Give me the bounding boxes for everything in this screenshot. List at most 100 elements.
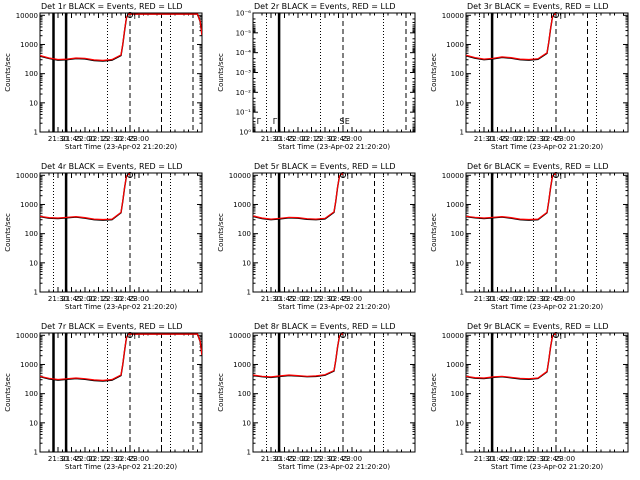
y-tick-label: 100: [451, 230, 464, 238]
y-tick-label: 100: [25, 70, 38, 78]
x-tick-label: 22:00: [75, 135, 95, 143]
x-tick-label: 22:15: [301, 455, 321, 463]
panel-det-3: Det 3r BLACK = Events, RED = LLD 1 10 100 10…: [430, 2, 629, 151]
x-tick-label: 22:45: [541, 135, 561, 143]
x-tick-label: 22:30: [315, 295, 335, 303]
flag-marker: [127, 172, 133, 178]
y-tick-label: 100: [451, 70, 464, 78]
x-tick-label: 22:15: [88, 295, 108, 303]
x-tick-label: 22:30: [315, 135, 335, 143]
x-tick-label: 22:45: [541, 295, 561, 303]
flag-label: Γ: [560, 172, 565, 181]
y-tick-label: 1000: [233, 361, 251, 369]
y-tick-label: 10000: [442, 12, 464, 20]
y-tick-label: 10⁰: [239, 129, 251, 137]
series-lld-line: [466, 173, 556, 221]
x-tick-label: 22:30: [102, 295, 122, 303]
x-axis-label: Start Time (23-Apr-02 21:20:20): [278, 463, 390, 471]
panel-title: Det 1r BLACK = Events, RED = LLD: [41, 2, 183, 11]
flag-label: Γ: [134, 12, 139, 21]
x-tick-label: 22:45: [328, 135, 348, 143]
y-axis-label: Counts/sec: [217, 53, 225, 92]
y-tick-label: 100: [25, 390, 38, 398]
series-lld-line: [40, 173, 130, 221]
x-tick-label: 21:30: [474, 455, 494, 463]
panel-title: Det 7r BLACK = Events, RED = LLD: [41, 322, 183, 331]
series-group: [40, 333, 202, 382]
x-axis-label: Start Time (23-Apr-02 21:20:20): [278, 143, 390, 151]
x-tick-label: 22:30: [102, 455, 122, 463]
x-tick-label: 21:45: [487, 295, 507, 303]
series-lld-line: [253, 333, 343, 378]
y-tick-label: 10000: [442, 332, 464, 340]
y-tick-label: 10000: [229, 332, 251, 340]
x-tick-label: 22:15: [301, 295, 321, 303]
x-tick-label: 22:15: [88, 135, 108, 143]
panel-title: Det 6r BLACK = Events, RED = LLD: [467, 162, 609, 171]
x-tick-label: 22:00: [501, 135, 521, 143]
panel-det-7: Det 7r BLACK = Events, RED = LLD 1 10 100 10…: [4, 322, 203, 471]
y-tick-label: 1: [34, 129, 38, 137]
y-tick-label: 10: [455, 99, 464, 107]
series-group: [253, 173, 343, 221]
x-tick-label: 22:00: [501, 295, 521, 303]
x-tick-label: 21:45: [61, 135, 81, 143]
x-tick-label: 22:30: [528, 295, 548, 303]
x-tick-label: 22:30: [102, 135, 122, 143]
panel-det-8: Det 8r BLACK = Events, RED = LLD 1 10 100 10…: [217, 322, 416, 471]
y-tick-label: 10000: [16, 172, 38, 180]
x-tick-label: 22:30: [528, 135, 548, 143]
flag-label: Γ: [347, 332, 352, 341]
y-tick-label: 10: [242, 419, 251, 427]
y-tick-label: 10⁻⁶: [236, 10, 252, 18]
plot-frame: [465, 12, 629, 133]
flag-label: Γ: [257, 117, 262, 126]
series-group: [253, 333, 343, 379]
flag-marker: [340, 332, 346, 338]
x-tick-label: 22:00: [288, 455, 308, 463]
flag-label: Γ: [273, 117, 278, 126]
y-tick-label: 1000: [446, 201, 464, 209]
x-tick-label: 23:00: [129, 295, 149, 303]
series-lld-line: [466, 333, 556, 380]
x-tick-label: 21:45: [61, 295, 81, 303]
series-group: [40, 173, 130, 221]
y-tick-label: 1: [34, 449, 38, 457]
plot-frame: [252, 332, 416, 453]
y-tick-label: 10⁻²: [236, 89, 252, 97]
y-tick-label: 100: [238, 390, 251, 398]
x-tick-label: 21:45: [274, 295, 294, 303]
x-tick-label: 22:45: [328, 455, 348, 463]
panel-det-2: Det 2r BLACK = Events, RED = LLD 10⁰ 10⁻¹ 1…: [217, 2, 416, 151]
panel-det-6: Det 6r BLACK = Events, RED = LLD 1 10 100 10…: [430, 162, 629, 311]
series-group: [466, 333, 556, 381]
plot-frame: [465, 332, 629, 453]
panel-title: Det 9r BLACK = Events, RED = LLD: [467, 322, 609, 331]
x-tick-label: 22:15: [88, 455, 108, 463]
x-tick-label: 22:45: [328, 295, 348, 303]
flag-label: Γ: [560, 12, 565, 21]
y-tick-label: 1: [34, 289, 38, 297]
y-tick-label: 10: [242, 259, 251, 267]
x-axis-label: Start Time (23-Apr-02 21:20:20): [491, 463, 603, 471]
y-axis-label: Counts/sec: [4, 373, 12, 412]
plot-frame: [252, 12, 416, 133]
y-axis-label: Counts/sec: [430, 53, 438, 92]
x-tick-label: 22:00: [288, 135, 308, 143]
y-axis-label: Counts/sec: [4, 213, 12, 252]
x-tick-label: 22:45: [115, 295, 135, 303]
plot-frame: [39, 12, 203, 133]
x-tick-label: 22:00: [75, 295, 95, 303]
panel-det-4: Det 4r BLACK = Events, RED = LLD 1 10 100 10…: [4, 162, 203, 311]
x-axis-label: Start Time (23-Apr-02 21:20:20): [491, 143, 603, 151]
series-events-line: [253, 333, 343, 379]
y-tick-label: 10: [29, 419, 38, 427]
y-tick-label: 1000: [446, 41, 464, 49]
x-tick-label: 21:30: [48, 135, 68, 143]
x-tick-label: 22:15: [514, 295, 534, 303]
series-group: [466, 173, 556, 221]
series-lld-line: [466, 13, 556, 61]
flag-marker: [127, 12, 133, 18]
x-tick-label: 21:30: [261, 295, 281, 303]
plot-frame: [39, 172, 203, 293]
